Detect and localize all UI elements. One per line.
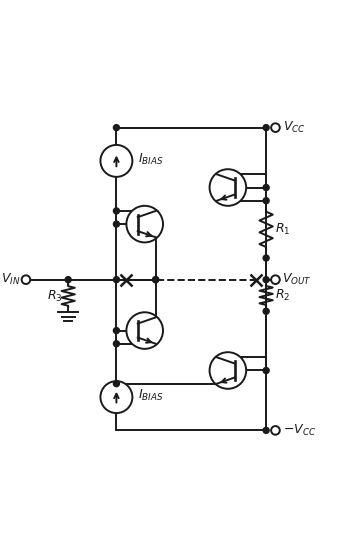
Text: $R_2$: $R_2$ (275, 288, 291, 303)
Circle shape (263, 198, 269, 204)
Text: $V_{IN}$: $V_{IN}$ (1, 272, 21, 287)
Circle shape (22, 275, 30, 284)
Circle shape (113, 124, 119, 131)
Text: $Q_1$: $Q_1$ (230, 170, 245, 184)
Text: $Q_4$: $Q_4$ (230, 353, 245, 367)
Text: $I_{BIAS}$: $I_{BIAS}$ (138, 152, 163, 167)
Text: $I_{BIAS}$: $I_{BIAS}$ (138, 388, 163, 403)
Circle shape (113, 328, 119, 334)
Circle shape (153, 277, 159, 283)
Text: $V_{OUT}$: $V_{OUT}$ (282, 272, 312, 287)
Circle shape (271, 275, 280, 284)
Circle shape (100, 145, 132, 177)
Circle shape (210, 352, 246, 389)
Circle shape (271, 123, 280, 132)
Circle shape (113, 208, 119, 214)
Circle shape (113, 277, 119, 283)
Circle shape (113, 341, 119, 347)
Text: $-V_{CC}$: $-V_{CC}$ (283, 422, 316, 437)
Circle shape (263, 124, 269, 131)
Circle shape (263, 427, 269, 434)
Circle shape (271, 426, 280, 435)
Circle shape (100, 381, 132, 413)
Text: $R_3$: $R_3$ (47, 288, 62, 304)
Text: $Q_2$: $Q_2$ (146, 206, 161, 220)
Circle shape (65, 277, 71, 283)
Circle shape (263, 255, 269, 261)
Text: $V_{CC}$: $V_{CC}$ (283, 120, 306, 135)
Circle shape (126, 312, 163, 349)
Circle shape (263, 308, 269, 314)
Circle shape (153, 277, 159, 283)
Circle shape (113, 381, 119, 387)
Circle shape (263, 185, 269, 190)
Text: $R_1$: $R_1$ (275, 222, 291, 237)
Circle shape (126, 206, 163, 242)
Circle shape (210, 169, 246, 206)
Circle shape (113, 221, 119, 227)
Text: $Q_3$: $Q_3$ (146, 313, 161, 326)
Circle shape (263, 277, 269, 283)
Circle shape (263, 368, 269, 373)
